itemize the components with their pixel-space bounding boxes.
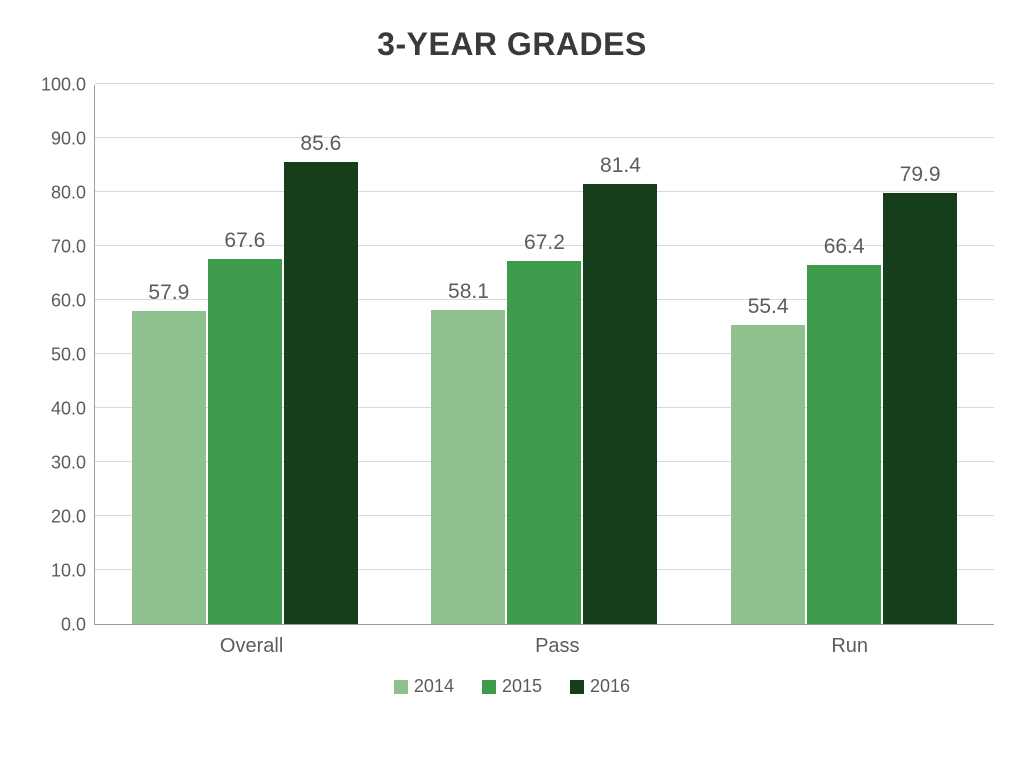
bar [807, 265, 881, 624]
y-tick-label: 90.0 [51, 129, 86, 150]
bar-value-label: 81.4 [600, 154, 641, 178]
bar-wrap: 58.1 [431, 85, 505, 624]
plot-area: 57.9 67.6 85.6 58.1 67.2 81.4 55.4 66.4 79.9 [94, 85, 994, 625]
bar [431, 310, 505, 624]
bar-wrap: 55.4 [731, 85, 805, 624]
bar-value-label: 67.2 [524, 231, 565, 255]
bar [883, 193, 957, 624]
y-tick-label: 50.0 [51, 345, 86, 366]
y-tick-label: 60.0 [51, 291, 86, 312]
bar-wrap: 85.6 [284, 85, 358, 624]
bar-groups: 57.9 67.6 85.6 58.1 67.2 81.4 55.4 66.4 79.9 [95, 85, 994, 624]
gridline [95, 83, 994, 84]
legend-item: 2016 [570, 676, 630, 697]
bar-group: 58.1 67.2 81.4 [431, 85, 657, 624]
legend: 2014 2015 2016 [30, 676, 994, 697]
legend-swatch [570, 680, 584, 694]
bar-group: 57.9 67.6 85.6 [132, 85, 358, 624]
legend-item: 2015 [482, 676, 542, 697]
bar [731, 325, 805, 624]
x-axis: Overall Pass Run [94, 625, 994, 658]
bar-group: 55.4 66.4 79.9 [731, 85, 957, 624]
x-tick-label: Pass [535, 625, 579, 658]
legend-label: 2015 [502, 676, 542, 697]
y-tick-label: 80.0 [51, 183, 86, 204]
y-tick-label: 10.0 [51, 561, 86, 582]
bar-wrap: 66.4 [807, 85, 881, 624]
bar-value-label: 66.4 [824, 235, 865, 259]
y-tick-label: 70.0 [51, 237, 86, 258]
x-tick-label: Run [831, 625, 868, 658]
bar-value-label: 58.1 [448, 280, 489, 304]
bar-wrap: 57.9 [132, 85, 206, 624]
bar [507, 261, 581, 624]
bar-wrap: 79.9 [883, 85, 957, 624]
legend-swatch [394, 680, 408, 694]
y-tick-label: 20.0 [51, 507, 86, 528]
bar [284, 162, 358, 624]
bar-value-label: 85.6 [300, 132, 341, 156]
bar [583, 184, 657, 624]
y-tick-label: 0.0 [61, 615, 86, 636]
x-tick-label: Overall [220, 625, 283, 658]
legend-label: 2014 [414, 676, 454, 697]
bar-value-label: 55.4 [748, 295, 789, 319]
bar-wrap: 67.2 [507, 85, 581, 624]
plot-row: 0.010.020.030.040.050.060.070.080.090.01… [30, 85, 994, 625]
y-tick-label: 30.0 [51, 453, 86, 474]
bar-value-label: 57.9 [148, 281, 189, 305]
chart-title: 3-YEAR GRADES [30, 26, 994, 63]
y-axis: 0.010.020.030.040.050.060.070.080.090.01… [30, 85, 94, 625]
bar-wrap: 67.6 [208, 85, 282, 624]
chart-container: 3-YEAR GRADES 0.0 10.0 20.0 30.0 40.0 50.0 60.… [0, 0, 1024, 770]
y-tick-label: 100.0 [41, 75, 86, 96]
y-tick-label: 40.0 [51, 399, 86, 420]
bar-value-label: 67.6 [224, 229, 265, 253]
bar-wrap: 81.4 [583, 85, 657, 624]
bar [132, 311, 206, 624]
x-labels: Overall Pass Run [94, 625, 994, 658]
bar-value-label: 79.9 [900, 163, 941, 187]
legend-item: 2014 [394, 676, 454, 697]
legend-swatch [482, 680, 496, 694]
legend-label: 2016 [590, 676, 630, 697]
bar [208, 259, 282, 624]
